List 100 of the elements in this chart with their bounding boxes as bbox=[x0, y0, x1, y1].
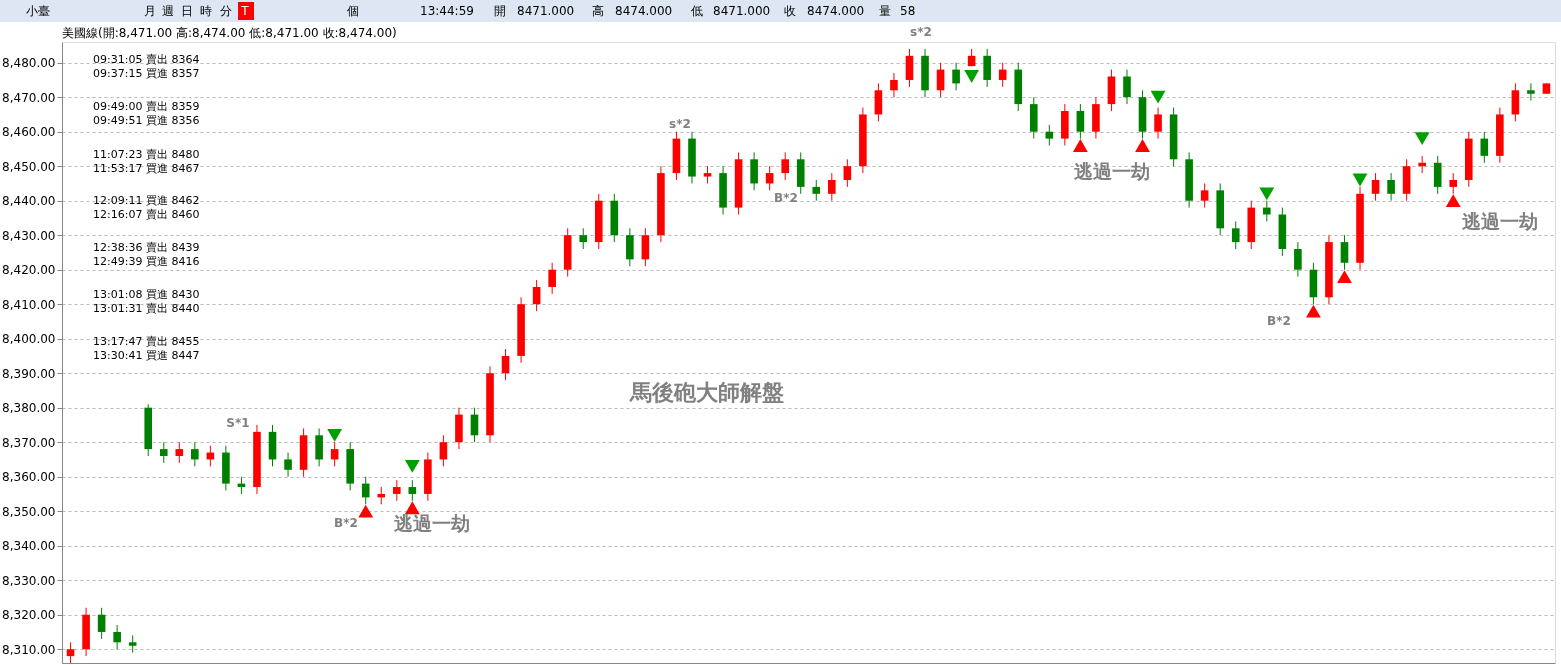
candlestick bbox=[191, 441, 199, 467]
y-tick-label: 8,420.00 bbox=[2, 263, 56, 278]
candlestick bbox=[284, 452, 292, 478]
y-tick-label: 8,320.00 bbox=[2, 608, 56, 623]
annotation: 13:17:47 賣出 8455 bbox=[93, 335, 200, 348]
candlestick bbox=[439, 434, 448, 467]
point bbox=[358, 504, 374, 518]
candlestick bbox=[1387, 172, 1395, 202]
annotation: 11:53:17 買進 8467 bbox=[93, 162, 200, 175]
candlestick bbox=[1340, 234, 1349, 271]
annotation: 13:30:41 買進 8447 bbox=[93, 349, 200, 362]
text: 日 bbox=[181, 4, 193, 18]
annotation: B*2 bbox=[334, 516, 358, 530]
annotation: 09:49:00 賣出 8359 bbox=[93, 100, 200, 113]
annotation: s*2 bbox=[669, 117, 691, 131]
annotation: S*1 bbox=[226, 416, 250, 430]
annotation: 逃過一劫 bbox=[1073, 160, 1150, 182]
candlestick bbox=[579, 227, 588, 250]
text: 個 bbox=[347, 4, 359, 18]
candlestick bbox=[1200, 182, 1209, 209]
y-tick-label: 8,410.00 bbox=[2, 297, 56, 312]
candlestick bbox=[361, 476, 370, 505]
annotation: B*2 bbox=[1267, 314, 1291, 328]
text: T bbox=[240, 4, 250, 18]
text: 週 bbox=[162, 4, 174, 18]
point bbox=[1150, 90, 1166, 104]
point bbox=[1259, 187, 1275, 201]
annotation: 09:49:51 買進 8356 bbox=[93, 114, 200, 127]
text: s*2 bbox=[910, 25, 932, 39]
text: 8474.000 bbox=[807, 4, 865, 18]
point bbox=[1072, 139, 1088, 152]
chart-subtitle: 美國線(開:8,471.00 高:8,474.00 低:8,471.00 收:8,474.00) bbox=[62, 26, 397, 40]
annotation: 09:37:15 買進 8357 bbox=[93, 67, 200, 80]
candlestick bbox=[1045, 124, 1054, 146]
text: 8471.000 bbox=[517, 4, 575, 18]
text: 分 bbox=[220, 4, 232, 18]
annotation: 13:01:31 賣出 8440 bbox=[93, 302, 200, 315]
y-tick-label: 8,450.00 bbox=[2, 159, 56, 174]
text: 高 bbox=[592, 4, 604, 18]
y-tick-label: 8,480.00 bbox=[2, 56, 56, 71]
candlestick bbox=[97, 607, 106, 640]
candlestick bbox=[828, 172, 836, 202]
text: 8471.000 bbox=[713, 4, 771, 18]
y-tick-label: 8,310.00 bbox=[2, 642, 56, 657]
candlestick bbox=[952, 62, 960, 91]
y-tick-label: 8,370.00 bbox=[2, 435, 56, 450]
annotation: 12:49:39 買進 8416 bbox=[93, 255, 200, 268]
annotation: 逃過一劫 bbox=[393, 512, 470, 534]
candlestick bbox=[1371, 172, 1380, 202]
candlestick bbox=[548, 262, 556, 295]
candlestick bbox=[501, 348, 510, 381]
candlestick bbox=[1231, 220, 1240, 250]
y-tick-label: 8,390.00 bbox=[2, 366, 56, 381]
y-tick-label: 8,430.00 bbox=[2, 228, 56, 243]
point bbox=[404, 501, 420, 515]
text: 低 bbox=[691, 4, 703, 18]
candlestick bbox=[1076, 103, 1085, 140]
candlestick bbox=[1263, 200, 1271, 222]
annotation: 12:16:07 賣出 8460 bbox=[93, 208, 200, 221]
text: 開 bbox=[494, 4, 506, 18]
annotation: 12:09:11 買進 8462 bbox=[93, 194, 200, 207]
candlestick bbox=[890, 72, 898, 98]
annotation: 12:38:36 賣出 8439 bbox=[93, 241, 200, 254]
point bbox=[1306, 304, 1321, 318]
annotation: 馬後砲大師解盤 bbox=[629, 380, 784, 405]
candlestick bbox=[1527, 82, 1535, 102]
annotation: B*2 bbox=[774, 191, 798, 205]
y-tick-label: 8,350.00 bbox=[2, 504, 56, 519]
text: 13:44:59 bbox=[420, 4, 474, 18]
y-tick-label: 8,380.00 bbox=[2, 401, 56, 416]
annotation: 11:07:23 賣出 8480 bbox=[93, 148, 200, 161]
point bbox=[1414, 132, 1430, 146]
text: 月 bbox=[144, 4, 156, 18]
candlestick bbox=[998, 62, 1007, 88]
candlestick bbox=[1123, 69, 1131, 105]
candlestick bbox=[1154, 107, 1162, 140]
candlestick bbox=[175, 441, 184, 464]
y-tick-label: 8,360.00 bbox=[2, 470, 56, 485]
y-tick-label: 8,440.00 bbox=[2, 194, 56, 209]
text: 時 bbox=[200, 4, 212, 18]
candlestick bbox=[532, 279, 541, 312]
candlestick bbox=[1294, 241, 1302, 278]
point bbox=[1445, 194, 1461, 208]
text: 量 bbox=[879, 4, 891, 18]
text: 8474.000 bbox=[615, 4, 673, 18]
text: 58 bbox=[900, 4, 916, 18]
y-tick-label: 8,470.00 bbox=[2, 90, 56, 105]
candlestick bbox=[408, 479, 417, 502]
y-tick-label: 8,460.00 bbox=[2, 125, 56, 140]
point bbox=[404, 459, 420, 473]
text: 收 bbox=[784, 4, 796, 18]
y-tick-label: 8,400.00 bbox=[2, 332, 56, 347]
annotation: 09:31:05 賣出 8364 bbox=[93, 53, 200, 66]
text: 小臺 bbox=[26, 4, 50, 18]
annotation: 13:01:08 買進 8430 bbox=[93, 288, 200, 301]
point bbox=[1337, 270, 1352, 284]
candlestick bbox=[1480, 131, 1489, 164]
y-tick-label: 8,330.00 bbox=[2, 573, 56, 588]
point bbox=[964, 70, 980, 83]
y-tick-label: 8,340.00 bbox=[2, 539, 56, 554]
